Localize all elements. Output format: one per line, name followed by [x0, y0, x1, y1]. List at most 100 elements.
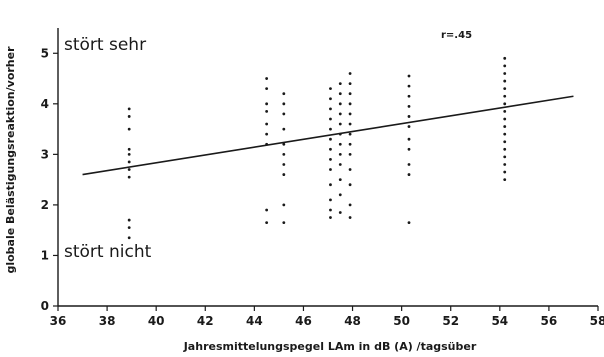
data-point [407, 94, 411, 98]
data-point [348, 216, 352, 219]
data-point [503, 117, 507, 121]
data-point [127, 152, 131, 156]
data-point [265, 77, 269, 80]
data-point [329, 158, 332, 161]
data-point [407, 221, 411, 225]
data-point [265, 208, 269, 212]
data-point [282, 142, 286, 146]
data-point [503, 163, 507, 166]
data-point [407, 115, 411, 118]
data-point [329, 147, 332, 151]
data-point [407, 74, 411, 78]
axes: 36 38 40 42 44 46 48 50 52 54 56 58 0 1 2 3 4 5 [41, 28, 604, 328]
data-point [338, 152, 342, 156]
data-point [503, 170, 507, 174]
data-point [338, 193, 342, 197]
data-point [329, 117, 332, 121]
data-point [127, 236, 131, 240]
data-point [407, 147, 411, 151]
data-point [338, 122, 342, 126]
y-tick-label: 3 [41, 147, 49, 161]
data-point [348, 112, 352, 116]
data-point [338, 142, 342, 146]
x-tick-label: 58 [590, 314, 604, 328]
x-axis-title: Jahresmittelungspegel LAm in dB (A) /tag… [183, 340, 477, 353]
x-tick-label: 40 [148, 314, 165, 328]
data-point [329, 107, 332, 111]
data-point [329, 168, 332, 171]
data-point [127, 115, 131, 118]
data-point [407, 125, 411, 128]
data-point [348, 122, 352, 126]
x-tick-label: 46 [295, 314, 312, 328]
data-point [127, 160, 131, 164]
data-point [503, 110, 507, 113]
data-point [338, 92, 342, 96]
data-point [127, 226, 131, 230]
data-point [329, 216, 332, 219]
data-point [503, 56, 507, 60]
data-point [127, 168, 131, 171]
data-point [407, 84, 411, 88]
data-point [329, 87, 332, 91]
data-point [338, 102, 342, 106]
data-point [407, 104, 411, 108]
y-axis-title: globale Belästigungsreaktion/vorher [4, 46, 17, 274]
data-point [282, 173, 286, 176]
y-tick-label: 4 [41, 97, 49, 111]
data-point [282, 163, 286, 166]
data-point [282, 221, 286, 225]
data-point [503, 132, 507, 136]
x-tick-label: 44 [246, 314, 263, 328]
annotation-top: stört sehr [64, 35, 146, 55]
data-point [503, 155, 507, 159]
data-point [503, 147, 507, 151]
x-tick-label: 50 [393, 314, 410, 328]
y-tick-label: 5 [41, 46, 49, 60]
y-tick-label: 2 [41, 198, 49, 212]
data-point [348, 183, 352, 187]
data-point [348, 152, 352, 156]
data-point [348, 142, 352, 146]
data-point [338, 178, 342, 182]
data-point [265, 102, 269, 106]
data-point [407, 173, 411, 176]
data-point [265, 221, 269, 225]
data-point [503, 125, 507, 128]
x-tick-label: 38 [99, 314, 116, 328]
data-point [503, 140, 507, 144]
regression-line [82, 95, 574, 176]
x-tick-label: 56 [541, 314, 558, 328]
x-tick-label: 52 [442, 314, 459, 328]
data-point [503, 94, 507, 98]
data-point [265, 122, 269, 126]
data-point [338, 211, 342, 214]
data-point [338, 82, 342, 85]
data-point [348, 92, 352, 96]
data-point [282, 203, 286, 207]
data-point [329, 137, 332, 141]
data-point [282, 92, 286, 96]
data-point [503, 72, 507, 75]
data-point [282, 112, 286, 116]
data-point [127, 175, 131, 179]
data-point [127, 127, 131, 131]
data-point [282, 152, 286, 156]
x-tick-label: 54 [491, 314, 508, 328]
data-point [329, 183, 332, 187]
y-tick-label: 0 [41, 299, 49, 313]
annotation-bottom: stört nicht [64, 242, 152, 262]
data-point [407, 137, 411, 141]
x-tick-label: 42 [197, 314, 214, 328]
data-point [348, 168, 352, 171]
data-point [503, 79, 507, 83]
data-point [348, 132, 352, 136]
x-tick-label: 36 [50, 314, 67, 328]
data-point [338, 112, 342, 116]
data-point [282, 102, 286, 106]
data-point [348, 102, 352, 106]
data-point [265, 110, 269, 113]
data-point [329, 208, 332, 212]
data-point [348, 72, 352, 75]
data-point [503, 87, 507, 91]
